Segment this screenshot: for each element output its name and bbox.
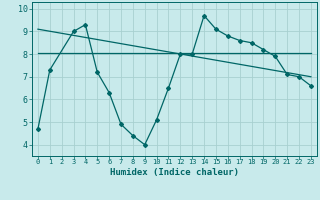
- X-axis label: Humidex (Indice chaleur): Humidex (Indice chaleur): [110, 168, 239, 177]
